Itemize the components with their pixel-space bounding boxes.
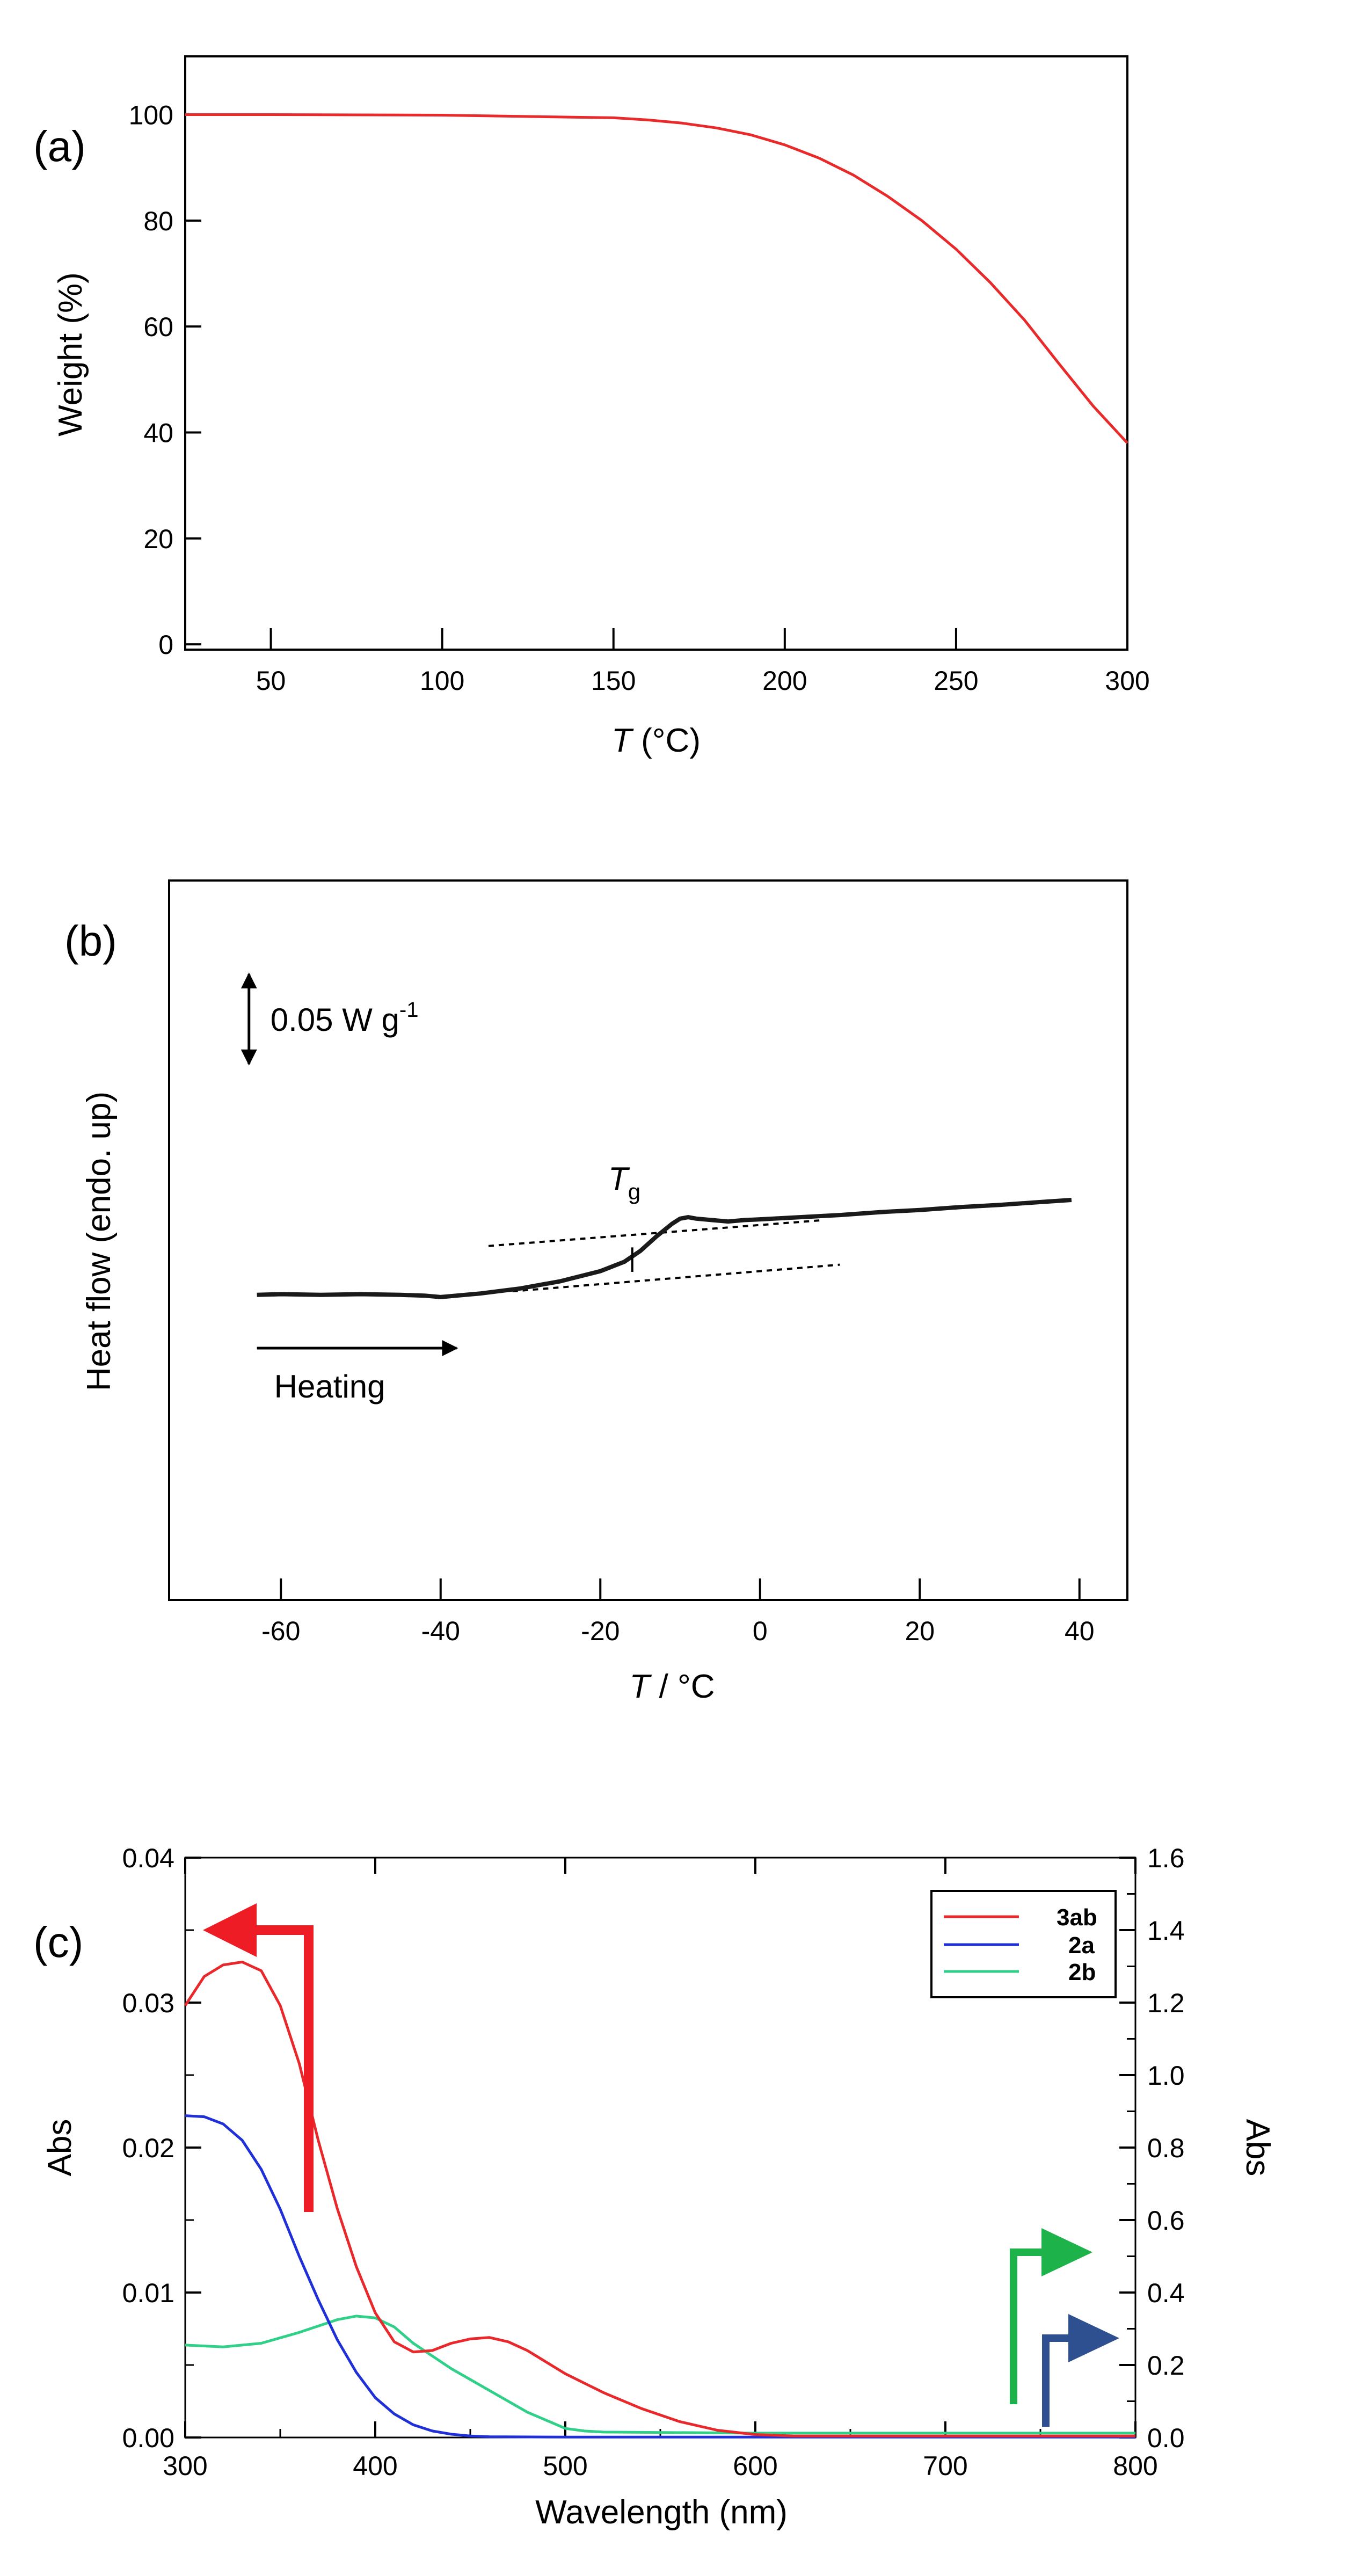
- dsc-curve: [257, 1198, 1072, 1299]
- tangent-line-upper: [488, 1219, 824, 1247]
- x-tick-label: -40: [421, 1616, 460, 1646]
- y-left-tick-label: 0.04: [122, 1843, 174, 1873]
- x-tick-label: 40: [1065, 1616, 1095, 1646]
- y-axis-title: Heat flow (endo. up): [81, 1091, 118, 1391]
- right-axis-indicator-arrowhead-2b: [1041, 2228, 1092, 2276]
- panel-c-absorbance-chart: (c) 300 400 500 600 700 800 0.00 0.01 0.02 0.03 0…: [33, 1843, 1276, 2531]
- panel-label: (a): [33, 122, 86, 170]
- y-right-tick-label: 0.6: [1147, 2206, 1185, 2236]
- plot-frame: [184, 55, 1128, 651]
- y-left-tick-label: 0.03: [122, 1988, 174, 2018]
- y-right-tick-label: 0.2: [1147, 2351, 1185, 2381]
- x-axis-title: T (°C): [611, 722, 701, 759]
- y-right-tick-label: 1.0: [1147, 2061, 1185, 2091]
- heating-label: Heating: [274, 1369, 385, 1405]
- series-2b-line: [185, 2315, 1135, 2435]
- right-axis-indicator-arrow-2a: [1042, 2334, 1071, 2427]
- y-axis-left-title: Abs: [41, 2119, 78, 2177]
- y-right-tick-label: 0.4: [1147, 2278, 1185, 2308]
- y-left-tick-label: 0.01: [122, 2278, 174, 2308]
- x-tick-label: 50: [256, 666, 286, 696]
- x-tick-label: 500: [543, 2451, 587, 2481]
- tangent-line-lower: [512, 1263, 840, 1293]
- panel-label: (c): [33, 1918, 83, 1966]
- y-right-tick-label: 1.4: [1147, 1916, 1185, 1946]
- tga-curve: [185, 113, 1128, 444]
- x-tick-label: 700: [923, 2451, 967, 2481]
- legend-label-2a: 2a: [1068, 1932, 1095, 1959]
- x-axis-title: T / °C: [629, 1668, 715, 1705]
- x-tick-label: 100: [420, 666, 464, 696]
- y-right-tick-label: 0.0: [1147, 2423, 1185, 2453]
- y-tick-label: 80: [143, 206, 173, 236]
- x-tick-label: 800: [1113, 2451, 1157, 2481]
- series-2a-line: [185, 2114, 1135, 2439]
- x-tick-label: 150: [591, 666, 636, 696]
- y-axis-title: Weight (%): [52, 272, 89, 436]
- y-tick-label: 20: [143, 524, 173, 554]
- y-left-tick-label: 0.00: [122, 2423, 174, 2453]
- y-tick-label: 60: [143, 312, 173, 342]
- y-left-tick-label: 0.02: [122, 2133, 174, 2163]
- scale-bar-label: 0.05 W g-1: [271, 998, 419, 1038]
- y-axis-right-title: Abs: [1239, 2119, 1276, 2177]
- panel-a-tga-chart: (a) 50 100 150 200 250 300 0 20 40 60 80 100 T (°C…: [33, 55, 1150, 759]
- right-axis-indicator-arrowhead-2a: [1068, 2314, 1119, 2362]
- x-tick-label: 0: [753, 1616, 768, 1646]
- x-axis-title: Wavelength (nm): [535, 2494, 788, 2531]
- panel-b-dsc-chart: (b) -60 -40 -20 0 20 40 Tg 0.05 W g-1 Heating…: [64, 879, 1128, 1705]
- y-tick-label: 0: [158, 630, 173, 660]
- x-tick-label: -20: [581, 1616, 620, 1646]
- legend-label-3ab: 3ab: [1057, 1904, 1097, 1931]
- x-tick-label: -60: [261, 1616, 300, 1646]
- panel-label: (b): [64, 917, 117, 965]
- x-tick-label: 200: [762, 666, 807, 696]
- y-right-tick-label: 1.6: [1147, 1843, 1185, 1873]
- x-tick-label: 250: [934, 666, 978, 696]
- y-tick-label: 40: [143, 418, 173, 448]
- y-tick-label: 100: [129, 100, 173, 130]
- left-axis-indicator-arrowhead: [203, 1903, 257, 1957]
- x-tick-label: 400: [353, 2451, 397, 2481]
- tg-label: Tg: [608, 1161, 640, 1204]
- x-tick-label: 300: [1105, 666, 1149, 696]
- left-axis-indicator-arrow: [252, 1925, 314, 2212]
- series-3ab-line: [184, 1960, 1135, 2437]
- plot-frame: [168, 879, 1128, 1601]
- legend-label-2b: 2b: [1068, 1959, 1096, 1985]
- x-tick-label: 600: [733, 2451, 777, 2481]
- right-axis-indicator-arrow-2b: [1010, 2248, 1044, 2404]
- y-right-tick-label: 0.8: [1147, 2133, 1185, 2163]
- y-right-tick-label: 1.2: [1147, 1988, 1185, 2018]
- x-tick-label: 300: [163, 2451, 207, 2481]
- legend: 3ab 2a 2b: [930, 1890, 1117, 1998]
- x-tick-label: 20: [905, 1616, 935, 1646]
